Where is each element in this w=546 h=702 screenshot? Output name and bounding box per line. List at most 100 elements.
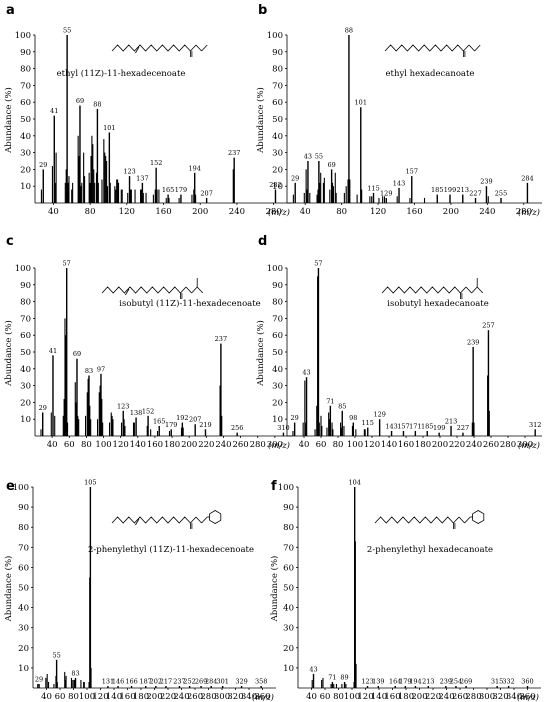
peak-label: 312: [529, 421, 541, 429]
x-tick-label: 40: [299, 440, 310, 450]
y-tick-label: 20: [20, 398, 31, 408]
peak-label: 101: [103, 124, 115, 132]
x-axis-label: (m/z): [268, 440, 290, 451]
y-tick-label: 100: [278, 483, 294, 493]
x-tick-label: 160: [398, 440, 414, 450]
y-tick-label: 60: [272, 331, 283, 341]
compound-name: isobutyl hexadecanoate: [387, 299, 489, 309]
y-tick-label: 30: [272, 149, 283, 159]
peak-label: 227: [469, 189, 481, 197]
y-tick-label: 70: [272, 81, 283, 91]
y-tick-label: 100: [267, 264, 283, 274]
panel-letter: c: [6, 234, 14, 249]
y-tick-label: 30: [20, 382, 31, 392]
peak-label: 88: [345, 27, 353, 35]
ester-bond-icon: [463, 45, 469, 51]
compound-name: ethyl hexadecanoate: [386, 69, 475, 79]
peak-label: 152: [142, 407, 154, 415]
y-tick-label: 70: [20, 314, 31, 324]
peak-label: 194: [188, 164, 200, 172]
peak-label: 310: [277, 424, 289, 432]
x-tick-label: 260: [483, 440, 499, 450]
peak-label: 71: [326, 397, 334, 405]
peak-label: 213: [422, 677, 434, 685]
peak-label: 123: [117, 402, 129, 410]
peak-label: 143: [393, 179, 405, 187]
x-tick-label: 140: [381, 440, 397, 450]
chart-panel-f: f10203040506070809010040 60 80 100120140160…: [269, 479, 541, 702]
panel-letter: a: [6, 3, 15, 18]
x-tick-label: 240: [229, 207, 245, 217]
y-tick-label: 30: [18, 624, 29, 634]
y-tick-label: 90: [272, 48, 283, 58]
x-tick-label: 40: [300, 207, 311, 217]
peak-label: 115: [362, 419, 374, 427]
y-tick-label: 40: [272, 365, 283, 375]
peak-label: 137: [136, 174, 148, 182]
peak-label: 157: [406, 168, 418, 176]
peak-label: 41: [50, 107, 58, 115]
y-tick-label: 60: [20, 98, 31, 108]
y-tick-label: 50: [283, 584, 294, 594]
x-axis-label: (m/z): [518, 440, 540, 451]
y-tick-label: 50: [20, 348, 31, 358]
y-tick-label: 100: [15, 31, 31, 41]
peak-label: 115: [367, 184, 379, 192]
y-tick-label: 60: [272, 98, 283, 108]
x-tick-label: 180: [164, 440, 180, 450]
peak-label: 129: [380, 189, 392, 197]
peak-label: 69: [76, 97, 84, 105]
y-tick-label: 40: [283, 604, 294, 614]
peak-label: 29: [291, 414, 299, 422]
peak-label: 29: [291, 174, 299, 182]
chart-panel-a: a10203040506070809010040 80 120 160 200 240 28…: [3, 3, 292, 218]
x-tick-label: 60: [320, 692, 331, 702]
peak-label: 146: [112, 677, 124, 685]
y-tick-label: 30: [283, 624, 294, 634]
x-tick-label: 60: [316, 440, 327, 450]
peak-label: 284: [521, 174, 533, 182]
alkyl-chain-icon: [102, 287, 180, 293]
x-tick-label: 80: [333, 692, 344, 702]
y-tick-label: 70: [272, 314, 283, 324]
x-tick-label: 240: [215, 440, 231, 450]
ester-bond-icon: [196, 517, 202, 523]
x-tick-label: 60: [64, 440, 75, 450]
peak-label: 88: [93, 100, 101, 108]
isobutyl-group-icon: [477, 287, 483, 293]
y-tick-label: 50: [18, 584, 29, 594]
peak-label: 89: [340, 673, 348, 681]
y-tick-label: 20: [272, 398, 283, 408]
peak-label: 237: [228, 149, 240, 157]
peak-label: 157: [397, 422, 409, 430]
peak-label: 55: [52, 651, 60, 659]
peak-label: 217: [160, 677, 172, 685]
x-axis-label: (m/z): [252, 692, 274, 702]
peak-label: 29: [35, 675, 43, 683]
x-tick-label: 60: [55, 692, 66, 702]
ester-bond-icon: [190, 517, 196, 523]
peak-label: 213: [445, 417, 457, 425]
peak-label: 57: [314, 260, 322, 268]
peak-label: 213: [457, 186, 469, 194]
peak-label: 97: [97, 365, 105, 373]
peak-label: 207: [200, 189, 212, 197]
y-tick-label: 100: [15, 264, 31, 274]
panel-letter: f: [271, 479, 277, 494]
y-tick-label: 30: [20, 149, 31, 159]
y-tick-label: 50: [272, 348, 283, 358]
y-tick-label: 60: [283, 563, 294, 573]
x-axis-label: (m/z): [518, 207, 540, 218]
peak-label: 129: [373, 411, 385, 419]
x-tick-label: 80: [336, 207, 347, 217]
peak-label: 332: [502, 677, 514, 685]
ester-bond-icon: [460, 287, 466, 293]
y-tick-label: 80: [272, 298, 283, 308]
x-tick-label: 160: [155, 207, 171, 217]
peak-label: 219: [199, 421, 211, 429]
y-tick-label: 70: [283, 543, 294, 553]
alkyl-chain-icon: [385, 45, 463, 51]
peak-label: 139: [372, 677, 384, 685]
x-tick-label: 240: [466, 440, 482, 450]
